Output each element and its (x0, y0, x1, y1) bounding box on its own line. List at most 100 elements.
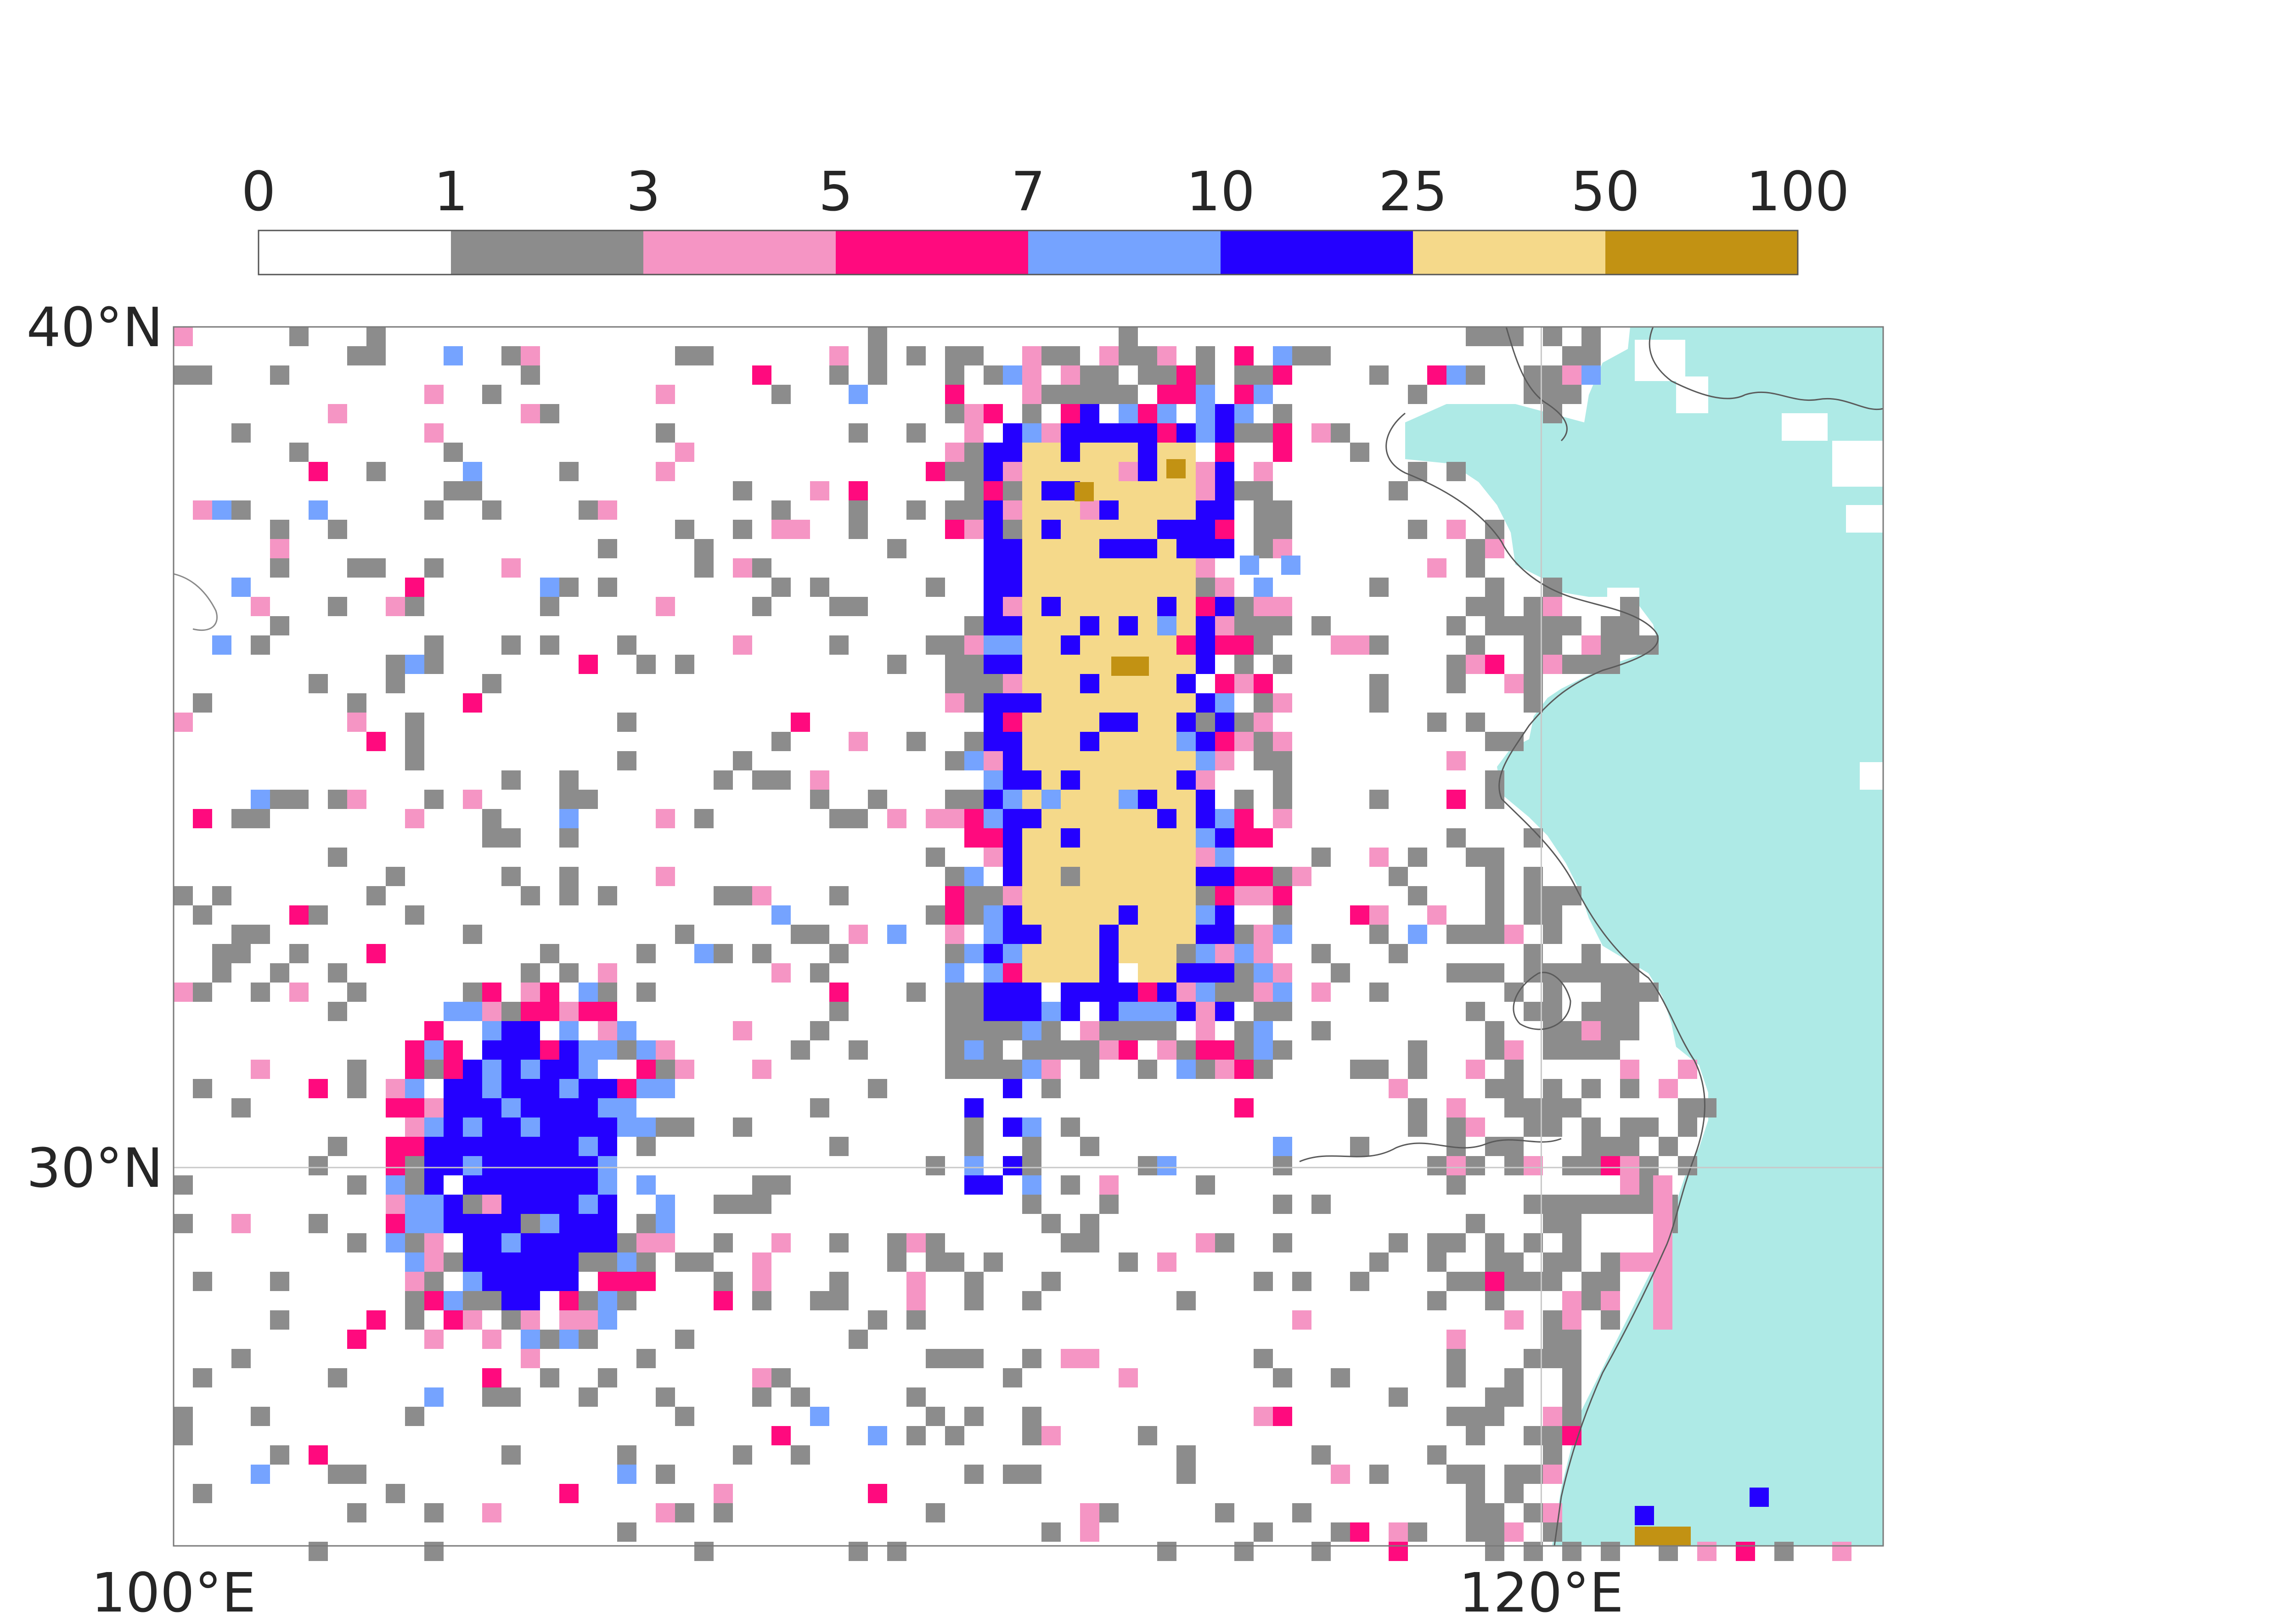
heatmap-cell (193, 983, 212, 1002)
heatmap-cell (675, 1330, 694, 1349)
heatmap-cell (482, 1252, 501, 1272)
heatmap-cell (1041, 905, 1061, 925)
heatmap-cell (386, 867, 405, 886)
heatmap-cell (579, 1098, 598, 1118)
heatmap-cell (1041, 867, 1061, 886)
heatmap-cell (945, 751, 964, 770)
heatmap-cell (1543, 925, 1562, 944)
heatmap-cell (1080, 1233, 1099, 1252)
heatmap-cell (1620, 635, 1639, 655)
heatmap-cell (1311, 346, 1331, 365)
heatmap-cell (1196, 905, 1215, 925)
heatmap-cell (984, 578, 1003, 597)
heatmap-cell (521, 1310, 540, 1330)
heatmap-cell (1215, 963, 1234, 983)
heatmap-cell (521, 1040, 540, 1060)
heatmap-cell (1504, 1310, 1524, 1330)
heatmap-cell (482, 1002, 501, 1021)
heatmap-cell (193, 693, 212, 713)
heatmap-cell (1080, 385, 1099, 404)
heatmap-cell (1234, 732, 1254, 751)
heatmap-cell (598, 1040, 617, 1060)
heatmap-cell (906, 1291, 926, 1310)
heatmap-cell (1099, 346, 1119, 365)
heatmap-cell (1215, 423, 1234, 443)
heatmap-cell (501, 1118, 521, 1137)
heatmap-cell (424, 1195, 444, 1214)
heatmap-cell (347, 346, 366, 365)
heatmap-cell (1601, 1002, 1620, 1021)
heatmap-cell (829, 635, 849, 655)
heatmap-cell (1543, 1098, 1562, 1118)
heatmap-cell (1196, 655, 1215, 674)
heatmap-cell (540, 1156, 559, 1175)
heatmap-cell (733, 635, 752, 655)
heatmap-cell (1041, 346, 1061, 365)
heatmap-cell (1041, 713, 1061, 732)
heatmap-cell (1041, 886, 1061, 905)
heatmap-cell (1003, 655, 1022, 674)
heatmap-cell (1099, 385, 1119, 404)
heatmap-cell (1466, 635, 1485, 655)
heatmap-cell (1041, 674, 1061, 693)
heatmap-cell (1543, 1195, 1562, 1214)
heatmap-cell (1543, 905, 1562, 925)
heatmap-cell (1504, 1272, 1524, 1291)
heatmap-cell (1466, 1156, 1485, 1175)
heatmap-cell (829, 1137, 849, 1156)
heatmap-cell (1446, 1118, 1466, 1137)
heatmap-cell (598, 963, 617, 983)
heatmap-cell (328, 963, 347, 983)
heatmap-cell (482, 500, 501, 520)
heatmap-cell (1273, 597, 1292, 616)
heatmap-cell (752, 1387, 771, 1407)
heatmap-cell (444, 1214, 463, 1233)
heatmap-cell (1562, 1407, 1581, 1426)
heatmap-cell (1041, 423, 1061, 443)
heatmap-cell (424, 423, 444, 443)
heatmap-cell (1215, 1060, 1234, 1079)
heatmap-cell (1080, 1060, 1099, 1079)
heatmap-cell (1562, 1156, 1581, 1175)
heatmap-cell (1273, 539, 1292, 558)
heatmap-cell (1446, 1156, 1466, 1175)
heatmap-cell (1581, 346, 1601, 365)
heatmap-cell (328, 1002, 347, 1021)
heatmap-cell (926, 578, 945, 597)
heatmap-cell (926, 848, 945, 867)
heatmap-cell (1080, 539, 1099, 558)
heatmap-cell (1196, 693, 1215, 713)
heatmap-cell (1678, 1118, 1697, 1137)
heatmap-cell (656, 1233, 675, 1252)
heatmap-cell (1697, 1542, 1716, 1561)
heatmap-cell (1389, 1522, 1408, 1542)
heatmap-cell (1003, 365, 1022, 385)
heatmap-cell (1080, 886, 1099, 905)
heatmap-cell (540, 1002, 559, 1021)
heatmap-cell (1157, 365, 1176, 385)
heatmap-cell (926, 809, 945, 828)
heatmap-cell (424, 655, 444, 674)
heatmap-cell (424, 500, 444, 520)
heatmap-cell (1099, 1195, 1119, 1214)
heatmap-cell (1176, 385, 1196, 404)
heatmap-cell (1446, 1349, 1466, 1368)
heatmap-cell (309, 1542, 328, 1561)
heatmap-cell (1562, 365, 1581, 385)
heatmap-cell (1485, 1233, 1504, 1252)
heatmap-cell (231, 925, 251, 944)
heatmap-cell (501, 1310, 521, 1330)
heatmap-cell (1061, 500, 1080, 520)
heatmap-cell (1022, 655, 1041, 674)
heatmap-cell (1022, 520, 1041, 539)
heatmap-cell (1111, 657, 1131, 676)
heatmap-cell (1543, 365, 1562, 385)
colorbar-label-2: 3 (626, 160, 660, 223)
heatmap-cell (1601, 1310, 1620, 1330)
heatmap-cell (1176, 905, 1196, 925)
heatmap-cell (1176, 944, 1196, 963)
heatmap-cell (386, 1079, 405, 1098)
heatmap-cell (1350, 1137, 1369, 1156)
heatmap-cell (810, 1407, 829, 1426)
sea-gap-4 (1846, 505, 1883, 533)
